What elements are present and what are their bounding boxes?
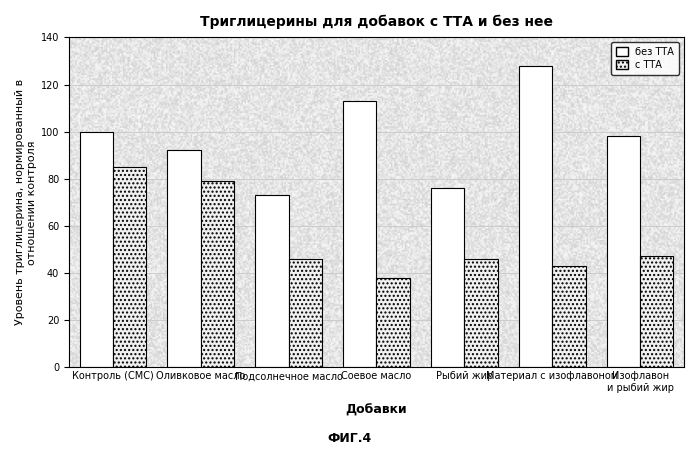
Title: Триглицерины для добавок с ТТА и без нее: Триглицерины для добавок с ТТА и без нее	[200, 15, 553, 29]
Bar	[640, 256, 673, 367]
Bar	[607, 136, 640, 367]
Y-axis label: Уровень триглицерина, нормированный в
отношении контроля: Уровень триглицерина, нормированный в от…	[15, 79, 36, 325]
Bar	[255, 195, 289, 367]
Bar	[552, 266, 586, 367]
Text: ФИГ.4: ФИГ.4	[327, 432, 372, 446]
Bar	[80, 131, 113, 367]
Bar	[464, 259, 498, 367]
Bar	[343, 101, 377, 367]
Bar	[519, 66, 552, 367]
Bar	[167, 150, 201, 367]
Bar	[377, 278, 410, 367]
Bar	[431, 188, 464, 367]
X-axis label: Добавки: Добавки	[346, 404, 408, 417]
Bar	[201, 181, 234, 367]
Legend: без ТТА, с ТТА: без ТТА, с ТТА	[611, 42, 679, 75]
Bar	[113, 167, 146, 367]
Bar	[289, 259, 322, 367]
